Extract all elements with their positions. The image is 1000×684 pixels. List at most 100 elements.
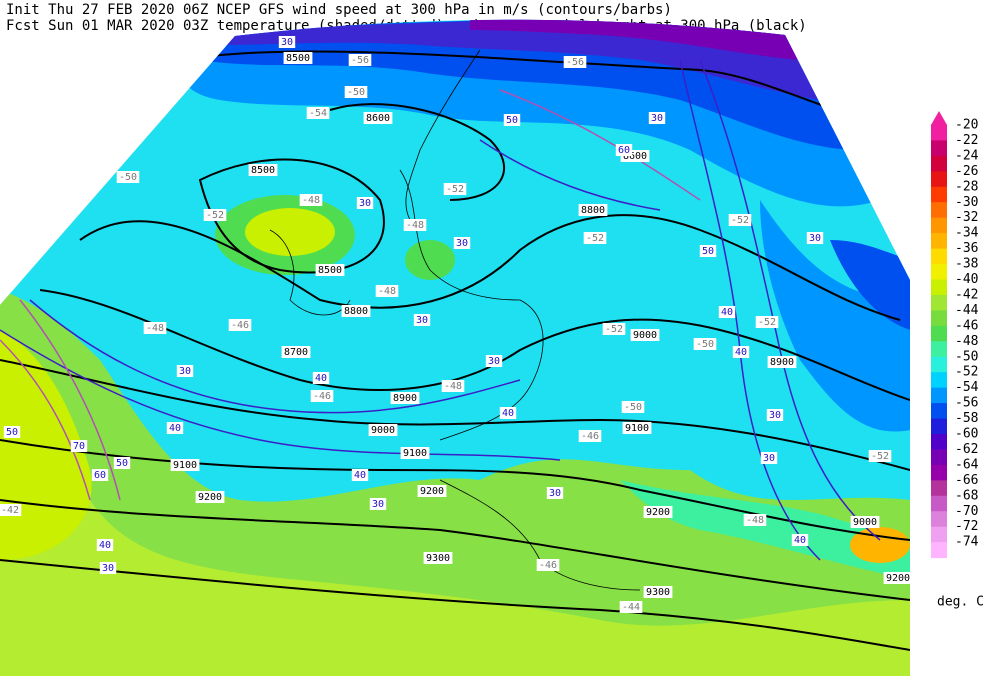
label-background — [583, 232, 607, 244]
colorbar-cell — [931, 418, 947, 435]
temperature-label: -42 — [1, 505, 19, 516]
height-label: 9000 — [371, 425, 395, 436]
temperature-label: -48 — [406, 220, 424, 231]
label-background — [693, 338, 717, 350]
wind-label: 30 — [416, 315, 428, 326]
colorbar-label: -30 — [955, 195, 978, 210]
temperature-label: -52 — [605, 324, 623, 335]
label-background — [403, 219, 427, 231]
temperature-label: -56 — [566, 57, 584, 68]
label-background — [310, 390, 334, 402]
colorbar: -20-22-24-26-28-30-32-34-36-38-40-42-44-… — [931, 111, 979, 559]
temperature-label: -52 — [758, 317, 776, 328]
temperature-label: -46 — [581, 431, 599, 442]
label-background — [176, 365, 194, 377]
label-background — [299, 194, 323, 206]
height-label: 9200 — [420, 486, 444, 497]
height-label: 9100 — [403, 448, 427, 459]
temperature-label: -48 — [746, 515, 764, 526]
temperature-label: -46 — [313, 391, 331, 402]
label-background — [170, 459, 200, 471]
label-background — [0, 504, 22, 516]
temperature-label: -52 — [731, 215, 749, 226]
colorbar-cell — [931, 310, 947, 327]
label-background — [546, 487, 564, 499]
label-background — [166, 422, 184, 434]
wind-label: 30 — [763, 453, 775, 464]
colorbar-label: -62 — [955, 442, 978, 457]
colorbar-label: -60 — [955, 427, 978, 442]
colorbar-label: -66 — [955, 473, 978, 488]
wind-label: 60 — [618, 145, 630, 156]
label-background — [195, 491, 225, 503]
label-background — [351, 469, 369, 481]
label-background — [732, 346, 750, 358]
height-label: 8500 — [286, 53, 310, 64]
label-background — [643, 506, 673, 518]
label-background — [621, 401, 645, 413]
label-background — [602, 323, 626, 335]
label-background — [312, 372, 330, 384]
colorbar-label: -26 — [955, 164, 978, 179]
colorbar-cell — [931, 186, 947, 203]
temperature-label: -48 — [378, 286, 396, 297]
label-background — [283, 52, 313, 64]
height-label: 9300 — [426, 553, 450, 564]
colorbar-cell — [931, 526, 947, 543]
colorbar-cell — [931, 248, 947, 265]
height-label: 9100 — [625, 423, 649, 434]
wind-label: 50 — [116, 458, 128, 469]
wind-label: 30 — [102, 563, 114, 574]
wind-label: 50 — [702, 246, 714, 257]
temperature-label: -56 — [351, 55, 369, 66]
temperature-label: -50 — [624, 402, 642, 413]
label-background — [868, 450, 892, 462]
label-background — [96, 539, 114, 551]
height-label: 9200 — [886, 573, 910, 584]
wind-label: 30 — [359, 198, 371, 209]
colorbar-label: -48 — [955, 334, 978, 349]
colorbar-label: -44 — [955, 303, 979, 318]
header-line-1: Init Thu 27 FEB 2020 06Z NCEP GFS wind s… — [6, 2, 672, 18]
label-background — [563, 56, 587, 68]
label-background — [578, 430, 602, 442]
label-background — [615, 144, 633, 156]
label-background — [883, 572, 913, 584]
height-label: 8600 — [366, 113, 390, 124]
colorbar-cell — [931, 480, 947, 497]
label-background — [619, 601, 643, 613]
label-background — [356, 197, 374, 209]
height-label: 9100 — [173, 460, 197, 471]
colorbar-cell — [931, 341, 947, 358]
temperature-label: -50 — [347, 87, 365, 98]
colorbar-cell — [931, 264, 947, 280]
colorbar-label: -32 — [955, 210, 978, 225]
temperature-label: -52 — [586, 233, 604, 244]
colorbar-cell — [931, 403, 947, 420]
height-label: 8800 — [581, 205, 605, 216]
wind-label: 30 — [549, 488, 561, 499]
height-label: 8500 — [251, 165, 275, 176]
colorbar-cell — [931, 449, 947, 466]
colorbar-cell — [931, 495, 947, 512]
map-labels: 8500 8600 8500 8500 8600 8800 8700 8800 8900 9000… — [0, 36, 913, 613]
colorbar-cell — [931, 171, 947, 188]
colorbar-label: -70 — [955, 504, 978, 519]
temperature-label: -52 — [206, 210, 224, 221]
label-background — [390, 392, 420, 404]
colorbar-unit: deg. C — [937, 595, 984, 610]
label-background — [344, 86, 368, 98]
wind-label: 30 — [372, 499, 384, 510]
height-label: 8800 — [344, 306, 368, 317]
colorbar-label: -42 — [955, 287, 978, 302]
label-background — [743, 514, 767, 526]
colorbar-cell — [931, 294, 947, 311]
wind-label: 50 — [6, 427, 18, 438]
label-background — [375, 285, 399, 297]
colorbar-cell — [931, 125, 947, 141]
colorbar-cell — [931, 233, 947, 250]
wind-label: 40 — [99, 540, 111, 551]
label-background — [755, 316, 779, 328]
label-background — [453, 237, 471, 249]
